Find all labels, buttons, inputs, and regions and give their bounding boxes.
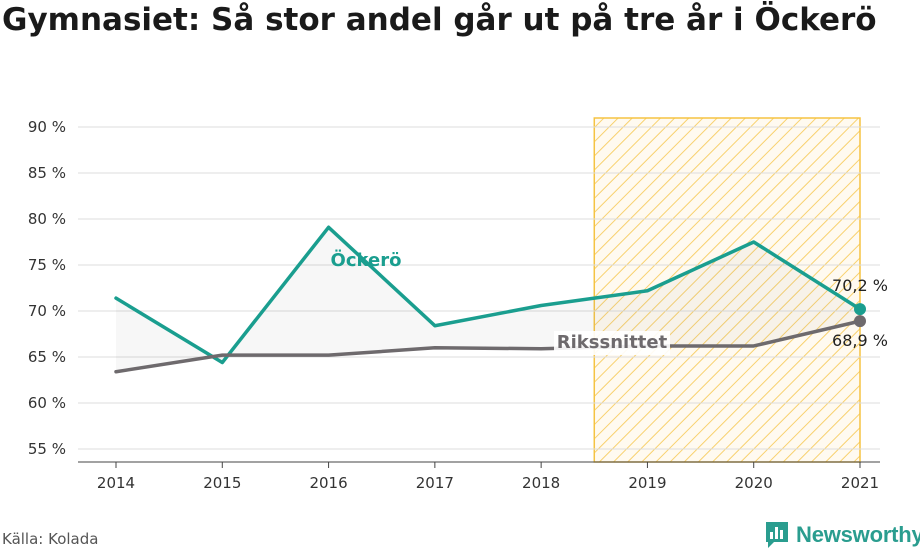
bar-chart-logo-icon (766, 522, 788, 548)
end-point-ockero (854, 303, 866, 316)
x-tick-label: 2020 (735, 474, 773, 492)
x-tick-label: 2018 (522, 474, 560, 492)
series-line-ockero (114, 225, 862, 365)
end-value-label: 68,9 % (832, 331, 888, 350)
x-tick-label: 2021 (841, 474, 879, 492)
series-line-rikssnittet (114, 319, 862, 374)
series-name-label: Öckerö (331, 249, 402, 271)
end-point-rikssnittet (854, 315, 866, 328)
y-tick-label: 55 % (28, 440, 66, 458)
chart-title: Gymnasiet: Så stor andel går ut på tre å… (2, 2, 877, 38)
end-value-label: 70,2 % (832, 276, 888, 295)
x-tick-label: 2019 (628, 474, 666, 492)
x-tick-label: 2017 (416, 474, 454, 492)
source-note: Källa: Kolada (2, 530, 99, 548)
y-tick-label: 80 % (28, 210, 66, 228)
brand-logo: Newsworthy (764, 520, 920, 550)
y-tick-label: 65 % (28, 348, 66, 366)
y-tick-label: 75 % (28, 256, 66, 274)
y-tick-label: 85 % (28, 164, 66, 182)
y-tick-label: 90 % (28, 118, 66, 136)
brand-name: Newsworthy (796, 522, 920, 547)
y-tick-label: 70 % (28, 302, 66, 320)
series-name-label: Rikssnittet (557, 332, 668, 353)
y-tick-label: 60 % (28, 394, 66, 412)
x-tick-label: 2015 (203, 474, 241, 492)
x-tick-label: 2016 (309, 474, 347, 492)
label-backdrop (554, 331, 670, 355)
x-tick-label: 2014 (97, 474, 135, 492)
highlight-band (593, 117, 861, 463)
